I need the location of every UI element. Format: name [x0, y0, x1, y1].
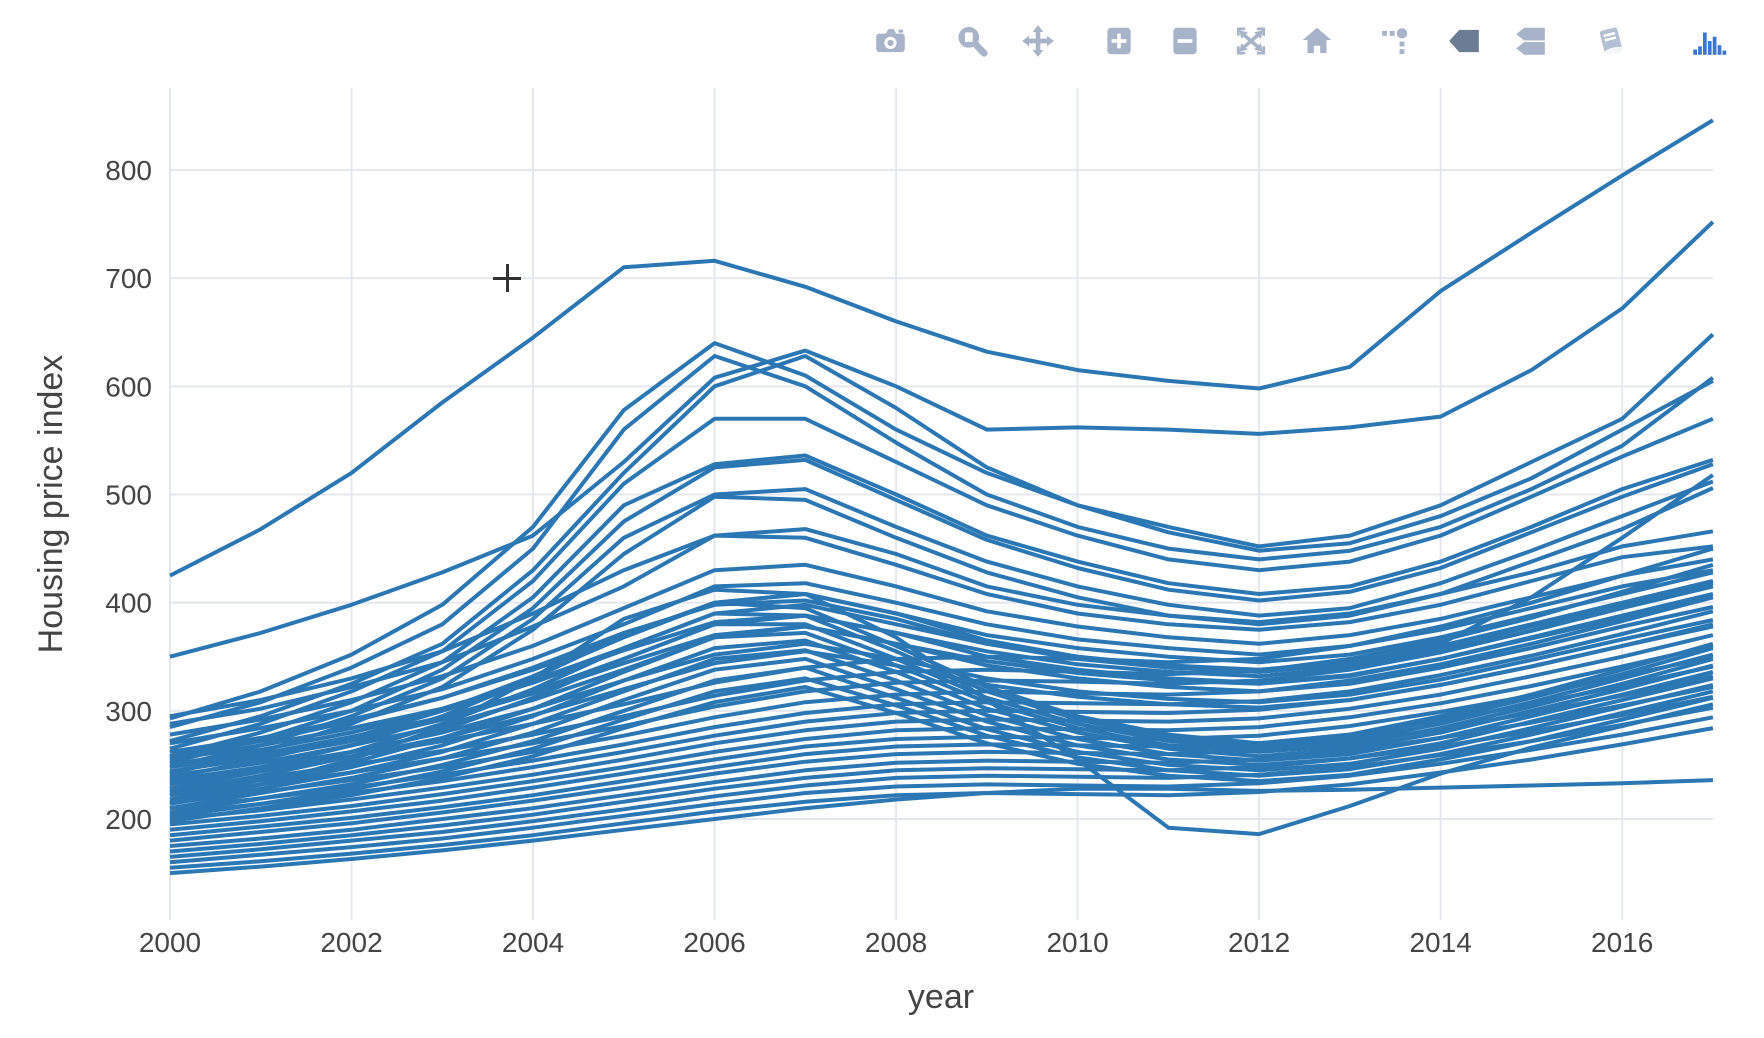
- series-line-49[interactable]: [169, 705, 1714, 859]
- y-tick-label: 200: [105, 804, 152, 835]
- x-tick-label: 2012: [1228, 927, 1290, 958]
- series-line-39[interactable]: [169, 595, 1714, 805]
- reset-axes-button[interactable]: [1298, 22, 1335, 59]
- series-line-21[interactable]: [169, 581, 1714, 759]
- series-line-14[interactable]: [169, 533, 1714, 726]
- autoscale-button[interactable]: [1232, 22, 1269, 59]
- line-layer: [169, 118, 1715, 876]
- series-line-36[interactable]: [169, 546, 1714, 784]
- series-line-37[interactable]: [169, 562, 1714, 791]
- x-tick-label: 2000: [139, 927, 201, 958]
- series-line-22[interactable]: [169, 595, 1714, 767]
- x-tick-label: 2014: [1409, 927, 1471, 958]
- y-tick-label: 400: [105, 588, 152, 619]
- spikelines-icon: [1381, 27, 1407, 54]
- pan-mode-button[interactable]: [1019, 22, 1056, 59]
- series-line-13[interactable]: [169, 527, 1714, 719]
- pan-arrows-icon: [1021, 24, 1054, 57]
- series-line-6[interactable]: [169, 416, 1714, 751]
- series-line-50[interactable]: [169, 715, 1714, 865]
- zoom-in-button[interactable]: [1100, 22, 1137, 59]
- series-line-51[interactable]: [169, 726, 1714, 870]
- zoom-mode-button[interactable]: [953, 22, 990, 59]
- notebook-link-button[interactable]: [1592, 22, 1629, 59]
- x-tick-label: 2004: [502, 927, 564, 958]
- series-line-45[interactable]: [169, 664, 1714, 838]
- series-line-26[interactable]: [169, 600, 1714, 787]
- tick-layer: 200 300 400 500 600 700 800 2000 2002 2004 2006 200…: [105, 155, 1653, 958]
- x-tick-label: 2016: [1591, 927, 1653, 958]
- download-plot-button[interactable]: [872, 22, 909, 59]
- series-line-8[interactable]: [169, 457, 1714, 765]
- series-line-46[interactable]: [169, 674, 1714, 843]
- series-line-9[interactable]: [169, 479, 1714, 770]
- series-line-3[interactable]: [169, 332, 1715, 721]
- series-line-16[interactable]: [169, 568, 1714, 746]
- series-line-28[interactable]: [169, 622, 1714, 794]
- y-tick-label: 600: [105, 371, 152, 402]
- tag-single-icon: [1448, 29, 1479, 52]
- toggle-spikelines-button[interactable]: [1379, 22, 1416, 59]
- series-line-5[interactable]: [169, 354, 1714, 744]
- plotly-logo-link[interactable]: [1691, 22, 1728, 59]
- series-line-41[interactable]: [169, 622, 1714, 816]
- zoom-out-button[interactable]: [1166, 22, 1203, 59]
- series-line-7[interactable]: [169, 453, 1714, 759]
- series-line-52[interactable]: [169, 778, 1713, 876]
- x-tick-label: 2008: [865, 927, 927, 958]
- x-tick-label: 2006: [683, 927, 745, 958]
- series-line-2[interactable]: [169, 220, 1715, 659]
- series-line-1[interactable]: [169, 118, 1714, 578]
- series-line-42[interactable]: [169, 633, 1714, 821]
- series-line-44[interactable]: [169, 654, 1714, 832]
- series-line-18[interactable]: [169, 579, 1714, 762]
- plotly-logo-icon: [1692, 32, 1726, 55]
- y-axis-title: Housing price index: [32, 355, 70, 654]
- plus-square-icon: [1106, 27, 1131, 54]
- series-line-48[interactable]: [169, 694, 1714, 854]
- autoscale-icon: [1236, 26, 1265, 55]
- hover-closest-button[interactable]: [1445, 22, 1482, 59]
- tag-double-icon: [1515, 27, 1545, 55]
- x-tick-label: 2010: [1046, 927, 1108, 958]
- y-tick-label: 300: [105, 696, 152, 727]
- series-line-4[interactable]: [169, 354, 1715, 730]
- y-tick-label: 700: [105, 263, 152, 294]
- series-line-30[interactable]: [169, 638, 1714, 802]
- series-line-47[interactable]: [169, 685, 1714, 848]
- home-icon: [1302, 27, 1331, 53]
- series-line-15[interactable]: [169, 557, 1714, 737]
- hover-compare-button[interactable]: [1511, 22, 1548, 59]
- modebar: [843, 22, 1728, 59]
- x-axis-title: year: [908, 978, 974, 1016]
- x-tick-label: 2002: [320, 927, 382, 958]
- camera-icon: [875, 28, 905, 52]
- y-tick-label: 800: [105, 155, 152, 186]
- series-line-43[interactable]: [169, 643, 1714, 827]
- book-icon: [1599, 27, 1623, 55]
- series-line-38[interactable]: [169, 579, 1714, 798]
- y-tick-label: 500: [105, 479, 152, 510]
- series-line-40[interactable]: [169, 609, 1714, 811]
- minus-square-icon: [1172, 27, 1197, 54]
- magnifier-icon: [957, 26, 988, 57]
